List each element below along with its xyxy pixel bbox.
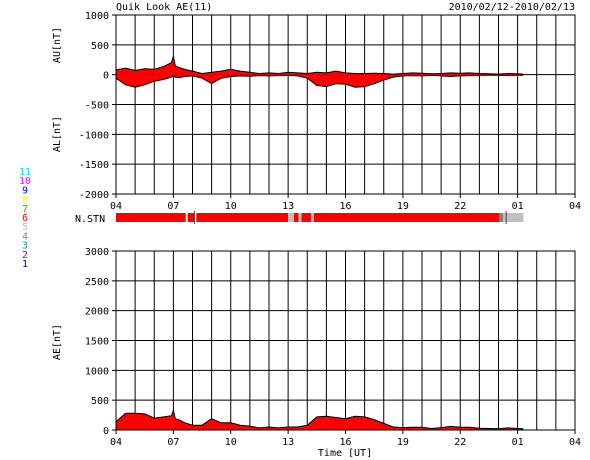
x-tick-label: 07 — [167, 201, 179, 212]
y-tick-label: -2000 — [79, 190, 109, 201]
date-range: 2010/02/12-2010/02/13 — [449, 2, 575, 13]
legend-station-3: 3 — [22, 241, 28, 252]
x-tick-label: 19 — [397, 437, 409, 448]
n-stn-segment — [196, 213, 289, 222]
y-tick-label: -1500 — [79, 160, 109, 171]
y-tick-label: -1000 — [79, 130, 109, 141]
n-stn-segment — [301, 213, 312, 222]
y-tick-label: 2500 — [85, 277, 109, 288]
n-stn-segment — [499, 213, 504, 222]
x-axis-label: Time [UT] — [318, 448, 372, 459]
x-tick-label: 04 — [569, 201, 581, 212]
legend-station-2: 2 — [22, 250, 28, 261]
x-tick-label: 04 — [110, 201, 122, 212]
y-tick-label: -500 — [85, 101, 109, 112]
y-tick-label: 500 — [91, 396, 109, 407]
n-stn-segment — [288, 213, 294, 222]
x-tick-label: 04 — [110, 437, 122, 448]
legend-station-5: 5 — [22, 222, 28, 233]
n-stn-label: N.STN — [75, 214, 105, 225]
n-stn-segment — [194, 213, 197, 222]
x-tick-label: 07 — [167, 437, 179, 448]
x-tick-label: 19 — [397, 201, 409, 212]
y-tick-label: 1000 — [85, 366, 109, 377]
x-tick-label: 10 — [225, 201, 237, 212]
x-tick-label: 10 — [225, 437, 237, 448]
n-stn-segment — [313, 213, 500, 222]
series-al-line — [115, 74, 524, 88]
n-stn-segment — [116, 213, 186, 222]
legend-station-6: 6 — [22, 213, 28, 224]
n-stn-segment — [311, 213, 314, 222]
n-stn-segment — [293, 213, 299, 222]
series-au-line — [115, 56, 524, 75]
y-axis-label: AU[nT] — [52, 27, 63, 63]
n-stn-panel: N.STN — [75, 211, 524, 225]
x-tick-label: 01 — [512, 201, 524, 212]
n-stn-segment — [298, 213, 302, 222]
y-tick-label: 0 — [103, 426, 109, 437]
legend-station-9: 9 — [22, 185, 28, 196]
x-tick-label: 16 — [339, 437, 351, 448]
y-tick-label: 1000 — [85, 11, 109, 22]
n-stn-segment — [503, 213, 524, 222]
y-tick-label: 500 — [91, 41, 109, 52]
legend-station-11: 11 — [19, 167, 31, 178]
legend-station-1: 1 — [22, 259, 28, 270]
x-tick-label: 04 — [569, 437, 581, 448]
n-stn-segment — [187, 213, 195, 222]
x-tick-label: 22 — [454, 437, 466, 448]
x-tick-label: 13 — [282, 437, 294, 448]
legend-station-10: 10 — [19, 176, 31, 187]
series-ae-area — [116, 410, 524, 430]
x-tick-label: 22 — [454, 201, 466, 212]
series-al-area — [116, 74, 524, 88]
y-tick-label: 0 — [103, 71, 109, 82]
y-tick-label: 3000 — [85, 247, 109, 258]
y-axis-label: AL[nT] — [52, 116, 63, 152]
y-tick-label: 1500 — [85, 337, 109, 348]
series-au-area — [116, 56, 524, 75]
legend-station-8: 8 — [22, 195, 28, 206]
x-tick-label: 13 — [282, 201, 294, 212]
legend-station-7: 7 — [22, 204, 28, 215]
y-axis-label: AE[nT] — [52, 324, 63, 360]
x-tick-label: 16 — [339, 201, 351, 212]
series-ae-line — [115, 408, 524, 430]
n-stn-segment — [185, 213, 188, 222]
chart-title: Quik Look AE(11) — [116, 2, 212, 13]
x-tick-label: 01 — [512, 437, 524, 448]
legend-station-4: 4 — [22, 231, 28, 242]
y-tick-label: 2000 — [85, 307, 109, 318]
